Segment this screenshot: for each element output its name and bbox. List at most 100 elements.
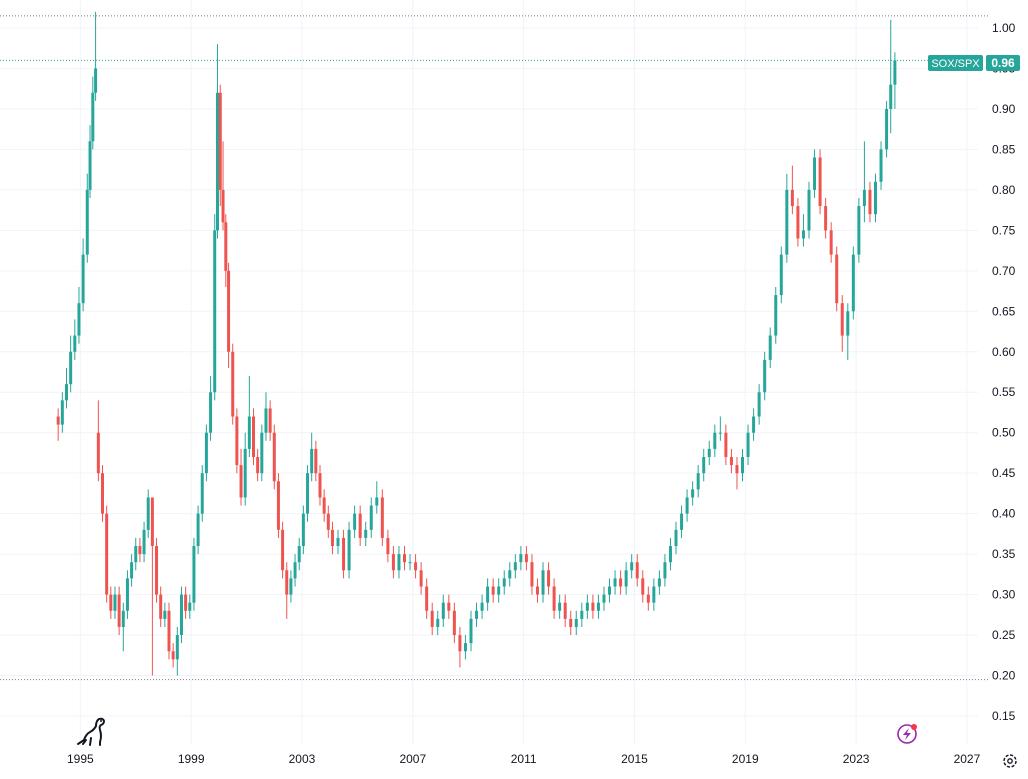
candle xyxy=(452,602,456,644)
candle-body xyxy=(552,586,556,611)
candle xyxy=(200,465,204,522)
candle-body xyxy=(204,432,208,474)
candle-body xyxy=(252,416,256,457)
candle-body xyxy=(829,230,833,255)
candle xyxy=(469,610,473,652)
x-tick-label: 1999 xyxy=(178,752,205,766)
candle-body xyxy=(724,432,728,457)
candle xyxy=(718,416,722,441)
candle xyxy=(796,197,800,247)
candle-body xyxy=(862,189,866,207)
candle-body xyxy=(608,586,612,595)
candle-body xyxy=(105,513,109,595)
gear-icon[interactable] xyxy=(1003,754,1017,768)
candle-body xyxy=(326,513,330,530)
candle-body xyxy=(591,602,595,611)
candle xyxy=(630,554,634,579)
candle-body xyxy=(285,570,289,595)
candle xyxy=(276,473,280,538)
candle-body xyxy=(69,351,73,385)
candle-body xyxy=(580,610,584,619)
candle xyxy=(663,554,667,587)
candle-body xyxy=(94,68,98,93)
candle xyxy=(652,578,656,611)
candle xyxy=(541,562,545,603)
candle xyxy=(314,440,318,482)
x-tick-label: 2015 xyxy=(621,752,648,766)
candle-body xyxy=(508,570,512,579)
candle xyxy=(243,432,247,506)
candle-body xyxy=(785,189,789,255)
candle xyxy=(94,11,98,101)
candle xyxy=(447,594,451,619)
y-tick-label: 0.55 xyxy=(992,385,1016,399)
candle xyxy=(729,448,733,474)
candle xyxy=(691,481,695,506)
x-tick-label: 2019 xyxy=(732,752,759,766)
candle xyxy=(146,489,150,538)
candle-body xyxy=(414,562,418,571)
candle-body xyxy=(171,651,175,660)
candle-body xyxy=(430,610,434,627)
candle xyxy=(674,521,678,555)
candle-body xyxy=(469,618,473,644)
candle-body xyxy=(96,432,100,474)
candle xyxy=(591,594,595,619)
candle-body xyxy=(85,189,89,255)
candle xyxy=(272,424,276,490)
candle-body xyxy=(408,562,412,564)
candle xyxy=(774,287,778,344)
candle-body xyxy=(851,254,855,312)
candle-body xyxy=(491,586,495,595)
candle-body xyxy=(419,570,423,587)
y-tick-label: 0.40 xyxy=(992,507,1016,521)
candle-body xyxy=(179,594,183,636)
candle-body xyxy=(330,529,334,547)
candle xyxy=(813,149,817,198)
candle-body xyxy=(272,432,276,482)
candle xyxy=(221,141,225,231)
candle xyxy=(289,570,293,603)
last-price-tag[interactable]: SOX/SPX 0.96 xyxy=(928,55,1020,71)
candle-body xyxy=(306,473,310,514)
candle xyxy=(252,408,256,466)
candle xyxy=(184,586,188,619)
candle-body xyxy=(763,359,767,393)
dinosaur-logo-icon[interactable] xyxy=(77,717,105,746)
candle xyxy=(497,578,501,603)
candle-body xyxy=(101,473,105,514)
candle-body xyxy=(200,473,204,514)
candle xyxy=(419,562,423,595)
candle-body xyxy=(369,505,373,530)
candles[interactable] xyxy=(56,11,897,676)
candle-body xyxy=(318,473,322,498)
candle-body xyxy=(713,432,717,449)
candle xyxy=(829,222,833,263)
candle xyxy=(347,521,351,579)
candle-body xyxy=(88,141,92,190)
candle-body xyxy=(824,206,828,231)
candle-body xyxy=(130,562,134,579)
candle-body xyxy=(81,254,85,304)
candle xyxy=(735,456,739,490)
lightning-icon[interactable] xyxy=(897,724,917,744)
candle xyxy=(113,586,117,619)
candle-body xyxy=(513,562,517,571)
candle xyxy=(436,610,440,636)
candle-body xyxy=(281,529,285,571)
candle xyxy=(386,529,390,563)
candle xyxy=(188,594,192,619)
candle-body xyxy=(585,602,589,611)
candle-body xyxy=(885,108,889,150)
candle xyxy=(624,562,628,595)
candle xyxy=(342,529,346,579)
candle-body xyxy=(213,230,217,393)
candle xyxy=(846,303,850,360)
candle-body xyxy=(846,311,850,336)
candle-body xyxy=(619,578,623,587)
candle-body xyxy=(268,408,272,433)
y-tick-label: 0.80 xyxy=(992,183,1016,197)
dinosaur-logo-eye xyxy=(100,720,102,722)
candle-body xyxy=(227,270,231,352)
